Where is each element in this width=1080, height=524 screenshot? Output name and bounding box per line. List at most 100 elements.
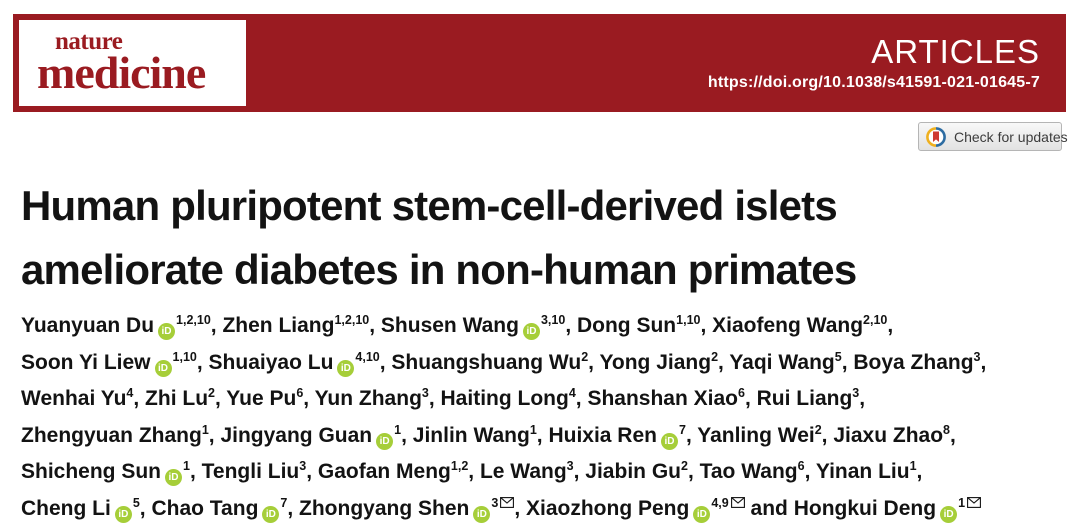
- author-affiliation-superscript: 3,10: [540, 313, 566, 327]
- author-separator: ,: [744, 387, 757, 410]
- author-name: Jiaxu Zhao: [833, 423, 944, 447]
- author-separator: ,: [718, 350, 730, 374]
- orcid-icon[interactable]: iD: [473, 505, 491, 523]
- journal-logo-nature: nature: [55, 28, 123, 55]
- author-affiliation-superscript: 1: [958, 495, 966, 510]
- orcid-icon[interactable]: iD: [337, 359, 355, 377]
- author-separator: ,: [573, 460, 586, 483]
- author-name: Dong Sun: [576, 314, 677, 337]
- author-name: Cheng Li: [21, 496, 111, 520]
- author-separator: ,: [700, 314, 713, 337]
- author-name: Shicheng Sun: [21, 460, 162, 483]
- orcid-icon[interactable]: iD: [262, 505, 280, 523]
- author-separator: ,: [687, 460, 700, 483]
- author-separator: ,: [401, 423, 413, 447]
- author-affiliation-superscript: 6: [296, 386, 304, 400]
- author-name: Tengli Liu: [201, 460, 300, 483]
- check-for-updates-button[interactable]: Check for updates: [918, 122, 1068, 151]
- author-affiliation-superscript: 4: [126, 386, 134, 400]
- author-separator: ,: [208, 423, 221, 447]
- author-separator: ,: [887, 314, 894, 337]
- author-separator: ,: [468, 460, 480, 483]
- author-name: Xiaozhong Peng: [525, 496, 690, 520]
- orcid-icon[interactable]: iD: [158, 323, 176, 340]
- author-separator: ,: [536, 423, 549, 447]
- author-name: Zhongyang Shen: [299, 496, 470, 520]
- author-separator: ,: [133, 387, 146, 410]
- crossmark-icon: [926, 126, 946, 147]
- author-name: Boya Zhang: [853, 350, 974, 374]
- author-affiliation-superscript: 4,10: [355, 349, 380, 364]
- author-affiliation-superscript: 1: [201, 422, 209, 437]
- author-separator: ,: [139, 496, 152, 520]
- author-name: Zhen Liang: [222, 314, 335, 337]
- author-separator: ,: [916, 460, 923, 483]
- author-separator: ,: [196, 350, 209, 374]
- author-affiliation-superscript: 5: [834, 349, 842, 364]
- author-separator: ,: [287, 496, 300, 520]
- author-affiliation-superscript: 1: [394, 422, 402, 437]
- author-separator: ,: [841, 350, 854, 374]
- author-separator: ,: [588, 350, 600, 374]
- author-list: Yuanyuan Du iD1,2,10, Zhen Liang1,2,10, S…: [21, 309, 1066, 524]
- orcid-icon[interactable]: iD: [154, 359, 172, 377]
- author-affiliation-superscript: 7: [678, 422, 686, 437]
- author-affiliation-superscript: 6: [797, 459, 805, 473]
- author-separator: ,: [514, 496, 526, 520]
- orcid-icon[interactable]: iD: [660, 432, 678, 450]
- author-separator: ,: [575, 387, 588, 410]
- author-affiliation-superscript: 3: [566, 459, 574, 473]
- author-affiliation-superscript: 3: [852, 386, 860, 400]
- author-name: Gaofan Meng: [317, 460, 451, 483]
- orcid-icon[interactable]: iD: [114, 505, 132, 523]
- author-line: Zhengyuan Zhang1, Jingyang Guan iD1, Jinl…: [21, 419, 1066, 456]
- author-separator: ,: [428, 387, 441, 410]
- check-for-updates-label: Check for updates: [954, 128, 1068, 145]
- author-affiliation-superscript: 4,9: [711, 495, 729, 510]
- author-affiliation-superscript: 1,10: [172, 349, 197, 364]
- orcid-icon[interactable]: iD: [376, 432, 394, 450]
- author-name: Shuangshuang Wu: [391, 350, 582, 374]
- author-line: Wenhai Yu4, Zhi Lu2, Yue Pu6, Yun Zhang3…: [21, 382, 1066, 419]
- author-line: Soon Yi Liew iD1,10, Shuaiyao Lu iD4,10, S…: [21, 346, 1066, 383]
- author-affiliation-superscript: 2: [680, 459, 688, 473]
- doi-link[interactable]: https://doi.org/10.1038/s41591-021-01645…: [707, 74, 1040, 91]
- author-affiliation-superscript: 8: [943, 422, 950, 437]
- author-separator: ,: [303, 387, 315, 410]
- orcid-icon[interactable]: iD: [693, 505, 711, 523]
- journal-logo: nature medicine: [19, 20, 246, 106]
- corresponding-author-envelope-icon[interactable]: [730, 485, 745, 520]
- author-name: Jiabin Gu: [585, 460, 681, 483]
- author-affiliation-superscript: 1: [529, 422, 537, 437]
- author-name: Zhengyuan Zhang: [21, 423, 202, 447]
- author-affiliation-superscript: 2: [581, 349, 589, 364]
- author-name: Shuaiyao Lu: [208, 350, 334, 374]
- author-separator: ,: [210, 314, 223, 337]
- orcid-icon[interactable]: iD: [165, 469, 183, 486]
- author-name: Yinan Liu: [815, 460, 910, 483]
- author-name: Haiting Long: [440, 387, 569, 410]
- journal-logo-medicine: medicine: [37, 47, 206, 98]
- article-title: Human pluripotent stem-cell-derived isle…: [21, 174, 1021, 302]
- author-name: Yanling Wei: [697, 423, 815, 447]
- corresponding-author-envelope-icon[interactable]: [967, 485, 981, 520]
- orcid-icon[interactable]: iD: [522, 323, 540, 340]
- author-separator: ,: [214, 387, 227, 410]
- author-separator: ,: [379, 350, 392, 374]
- author-separator: ,: [821, 423, 834, 447]
- section-label: ARTICLES: [871, 33, 1040, 70]
- author-affiliation-superscript: 3: [491, 495, 499, 510]
- corresponding-author-envelope-icon[interactable]: [500, 485, 515, 520]
- author-affiliation-superscript: 2: [208, 386, 215, 400]
- author-name: Jinlin Wang: [412, 423, 530, 447]
- author-name: Shusen Wang: [380, 314, 519, 337]
- author-name: Tao Wang: [699, 460, 798, 483]
- author-separator: ,: [369, 314, 381, 337]
- orcid-icon[interactable]: iD: [940, 505, 958, 523]
- author-name: Wenhai Yu: [21, 387, 127, 410]
- author-name: Chao Tang: [151, 496, 259, 520]
- author-name: Yue Pu: [226, 387, 297, 410]
- author-name: Soon Yi Liew: [21, 350, 151, 374]
- author-name: Huixia Ren: [548, 423, 657, 447]
